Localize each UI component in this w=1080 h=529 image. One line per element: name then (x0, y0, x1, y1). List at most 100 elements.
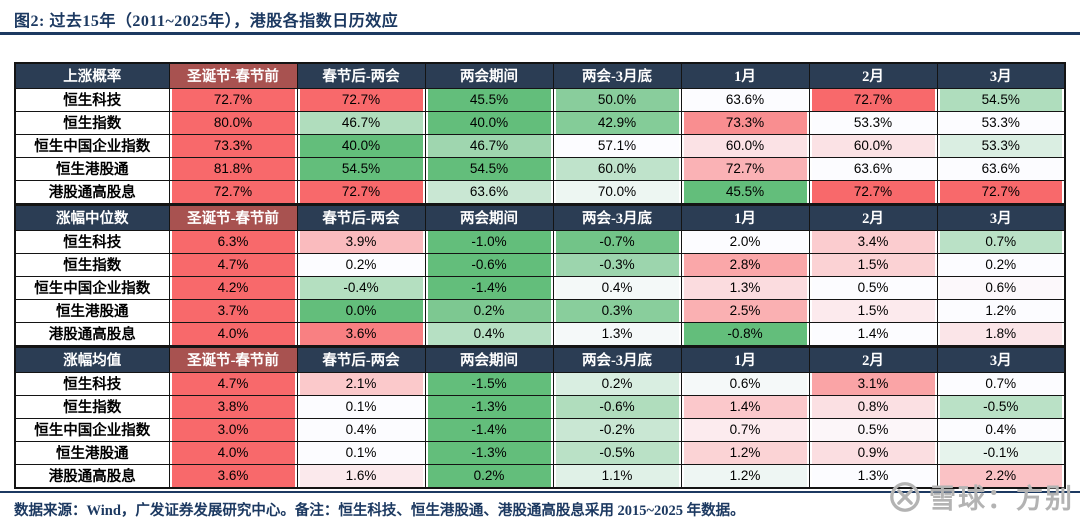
value-fill: 2.1% (299, 373, 423, 394)
value-cell: 1.4% (808, 321, 938, 346)
value-fill: 2.8% (683, 254, 807, 275)
value-fill: 4.0% (171, 442, 295, 463)
column-header: 3月 (936, 346, 1066, 373)
value-cell: 0.6% (936, 275, 1066, 300)
watermark-text: 雪球：方别 (929, 484, 1074, 514)
value-fill: 4.7% (171, 254, 295, 275)
value-cell: 40.0% (424, 110, 554, 135)
value-fill: 63.6% (427, 180, 551, 203)
column-header: 1月 (680, 346, 810, 373)
value-fill: 1.5% (811, 300, 935, 321)
value-cell: 0.1% (296, 394, 426, 419)
value-fill: 0.7% (939, 373, 1062, 394)
value-fill: 46.7% (427, 135, 551, 156)
value-fill: 0.5% (811, 419, 935, 440)
value-cell: 3.4% (808, 229, 938, 254)
value-cell: 45.5% (680, 179, 810, 204)
value-fill: 0.1% (299, 396, 423, 417)
value-cell: 45.5% (424, 87, 554, 112)
value-fill: -0.2% (555, 419, 679, 440)
table-row: 恒生港股通 3.7% 0.0% 0.2% 0.3% 2.5% 1.5% 1.2% (14, 298, 1066, 323)
value-fill: 0.9% (811, 442, 935, 463)
table-row: 恒生中国企业指数 3.0% 0.4% -1.4% -0.2% 0.7% 0.5% 0.4% (14, 417, 1066, 442)
value-fill: 72.7% (171, 89, 295, 110)
value-cell: -1.0% (424, 229, 554, 254)
value-cell: 3.1% (808, 371, 938, 396)
value-fill: 0.6% (939, 277, 1062, 298)
value-fill: 0.0% (299, 300, 423, 321)
value-cell: 0.1% (296, 440, 426, 465)
value-cell: 0.4% (552, 275, 682, 300)
value-fill: 73.3% (683, 112, 807, 133)
value-fill: 63.6% (683, 89, 807, 110)
value-cell: 4.7% (168, 371, 298, 396)
value-fill: 63.6% (939, 158, 1062, 179)
row-label: 恒生港股通 (14, 298, 170, 323)
value-cell: 0.8% (808, 394, 938, 419)
table-row: 恒生科技 72.7% 72.7% 45.5% 50.0% 63.6% 72.7% 54.5% (14, 87, 1066, 112)
footer-rule (0, 491, 1080, 493)
value-cell: 0.9% (808, 440, 938, 465)
table-row: 恒生指数 80.0% 46.7% 40.0% 42.9% 73.3% 53.3% 53.3% (14, 110, 1066, 135)
value-fill: 63.6% (811, 158, 935, 179)
value-fill: 1.2% (683, 464, 807, 487)
table-row: 恒生科技 6.3% 3.9% -1.0% -0.7% 2.0% 3.4% 0.7% (14, 229, 1066, 254)
value-fill: 1.2% (939, 300, 1062, 321)
value-fill: 46.7% (299, 112, 423, 133)
value-cell: 2.0% (680, 229, 810, 254)
value-fill: 54.5% (939, 89, 1062, 110)
value-fill: 57.1% (555, 135, 679, 156)
row-label: 恒生指数 (14, 252, 170, 277)
value-fill: 0.2% (939, 254, 1062, 275)
value-fill: -0.7% (555, 231, 679, 252)
value-fill: 0.3% (555, 300, 679, 321)
value-fill: 4.2% (171, 277, 295, 298)
value-cell: 1.1% (552, 463, 682, 488)
value-cell: 72.7% (808, 87, 938, 112)
table-row: 恒生港股通 4.0% 0.1% -1.3% -0.5% 1.2% 0.9% -0.1% (14, 440, 1066, 465)
value-cell: 72.7% (168, 179, 298, 204)
column-header: 两会期间 (424, 346, 554, 373)
value-cell: 1.3% (808, 463, 938, 488)
value-cell: 1.2% (680, 463, 810, 488)
value-cell: -0.5% (936, 394, 1066, 419)
column-header: 1月 (680, 62, 810, 89)
table-row: 恒生指数 3.8% 0.1% -1.3% -0.6% 1.4% 0.8% -0.5% (14, 394, 1066, 419)
value-cell: 3.0% (168, 417, 298, 442)
value-fill: 1.6% (299, 464, 423, 487)
value-cell: -0.7% (552, 229, 682, 254)
row-label: 恒生港股通 (14, 440, 170, 465)
value-cell: 54.5% (936, 87, 1066, 112)
value-fill: 1.4% (811, 322, 935, 345)
table-row: 恒生中国企业指数 4.2% -0.4% -1.4% 0.4% 1.3% 0.5% 0.6% (14, 275, 1066, 300)
value-cell: 0.2% (936, 252, 1066, 277)
value-fill: 54.5% (299, 158, 423, 179)
value-fill: 0.2% (427, 300, 551, 321)
table-title-cell: 上涨概率 (14, 62, 170, 89)
value-fill: 3.6% (171, 464, 295, 487)
column-header: 两会-3月底 (552, 204, 682, 231)
value-cell: 2.8% (680, 252, 810, 277)
value-fill: 0.1% (299, 442, 423, 463)
value-fill: 0.2% (299, 254, 423, 275)
value-cell: -0.4% (296, 275, 426, 300)
value-cell: 53.3% (808, 110, 938, 135)
value-cell: 63.6% (808, 156, 938, 181)
column-header: 2月 (808, 204, 938, 231)
value-fill: 54.5% (427, 158, 551, 179)
value-fill: 0.6% (683, 373, 807, 394)
value-fill: 72.7% (299, 180, 423, 203)
value-fill: -1.4% (427, 277, 551, 298)
table-median-gain: 涨幅中位数 圣诞节-春节前 春节后-两会 两会期间 两会-3月底 1月 2月 3月 恒生科技 6.… (14, 204, 1066, 347)
value-fill: -0.5% (555, 442, 679, 463)
value-cell: 4.2% (168, 275, 298, 300)
value-cell: 1.6% (296, 463, 426, 488)
value-fill: 1.3% (555, 322, 679, 345)
data-table: 涨幅均值 圣诞节-春节前 春节后-两会 两会期间 两会-3月底 1月 2月 3月 恒生科技 4.7… (14, 346, 1066, 489)
value-fill: 0.5% (811, 277, 935, 298)
value-fill: 0.2% (427, 464, 551, 487)
value-fill: 3.9% (299, 231, 423, 252)
value-fill: -1.3% (427, 442, 551, 463)
value-cell: 2.2% (936, 463, 1066, 488)
